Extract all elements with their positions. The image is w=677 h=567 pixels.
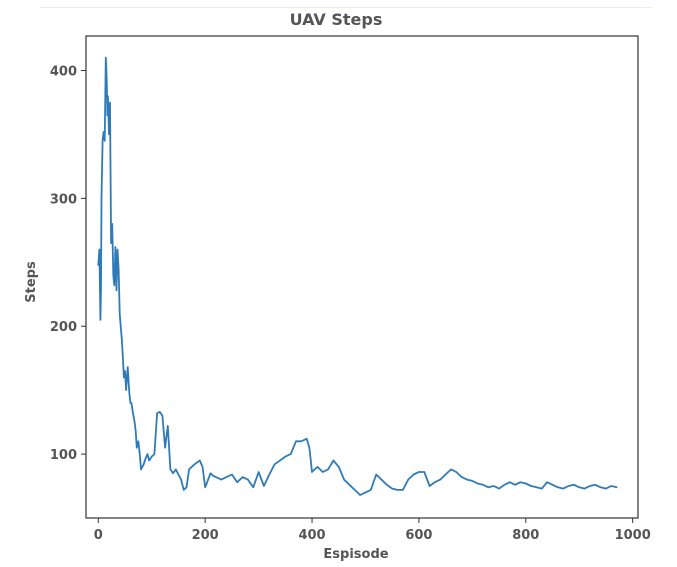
y-tick-label: 200 xyxy=(50,320,77,335)
x-axis: 0 200 400 600 800 1000 xyxy=(94,518,651,543)
series-layer xyxy=(97,56,618,496)
y-axis: 100 200 300 400 xyxy=(50,65,86,463)
top-divider xyxy=(40,7,652,8)
x-tick-label: 0 xyxy=(94,528,103,543)
x-tick-label: 800 xyxy=(512,528,539,543)
y-axis-label: Steps xyxy=(24,261,39,303)
plot-frame xyxy=(85,35,639,519)
x-tick-label: 200 xyxy=(192,528,219,543)
x-tick-label: 400 xyxy=(298,528,325,543)
x-tick-label: 1000 xyxy=(615,528,651,543)
y-tick-label: 300 xyxy=(50,192,77,207)
y-tick-label: 100 xyxy=(50,448,77,463)
x-tick-label: 600 xyxy=(405,528,432,543)
x-axis-label: Espisode xyxy=(323,547,388,562)
series-line xyxy=(97,56,618,496)
chart-title: UAV Steps xyxy=(290,10,383,29)
y-tick-label: 400 xyxy=(50,65,77,80)
plot-border xyxy=(85,35,639,519)
